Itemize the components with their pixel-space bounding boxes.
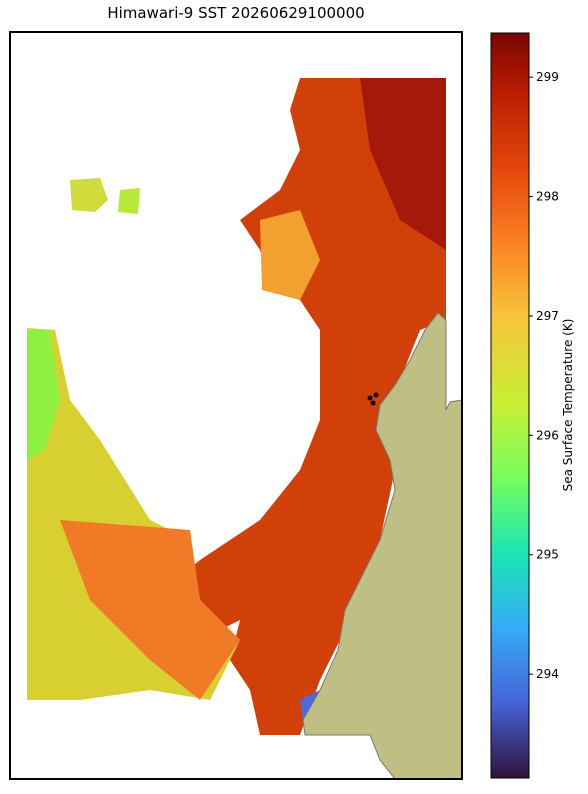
colorbar	[490, 32, 530, 779]
sst-cooler	[27, 330, 60, 460]
colorbar-tick-label: 296	[536, 428, 559, 442]
sst-warm-west	[60, 520, 240, 700]
marker	[373, 392, 379, 398]
colorbar-tick-label: 297	[536, 309, 559, 323]
marker	[367, 395, 373, 401]
sst-mild	[260, 210, 320, 300]
colorbar-tick-label: 295	[536, 548, 559, 562]
sst-patch	[70, 178, 108, 212]
colorbar-tick-label: 299	[536, 70, 559, 84]
colorbar-tick-label: 298	[536, 190, 559, 204]
sst-field	[27, 78, 462, 779]
colorbar-tick-label: 294	[536, 667, 559, 681]
land	[302, 312, 462, 779]
chart-title: Himawari-9 SST 20260629100000	[107, 4, 364, 22]
sst-warm	[150, 78, 446, 735]
colorbar-label: Sea Surface Temperature (K)	[561, 319, 575, 492]
marker	[370, 400, 376, 406]
map-frame	[9, 31, 463, 780]
sst-hot	[360, 78, 446, 250]
sst-patch	[118, 188, 140, 214]
